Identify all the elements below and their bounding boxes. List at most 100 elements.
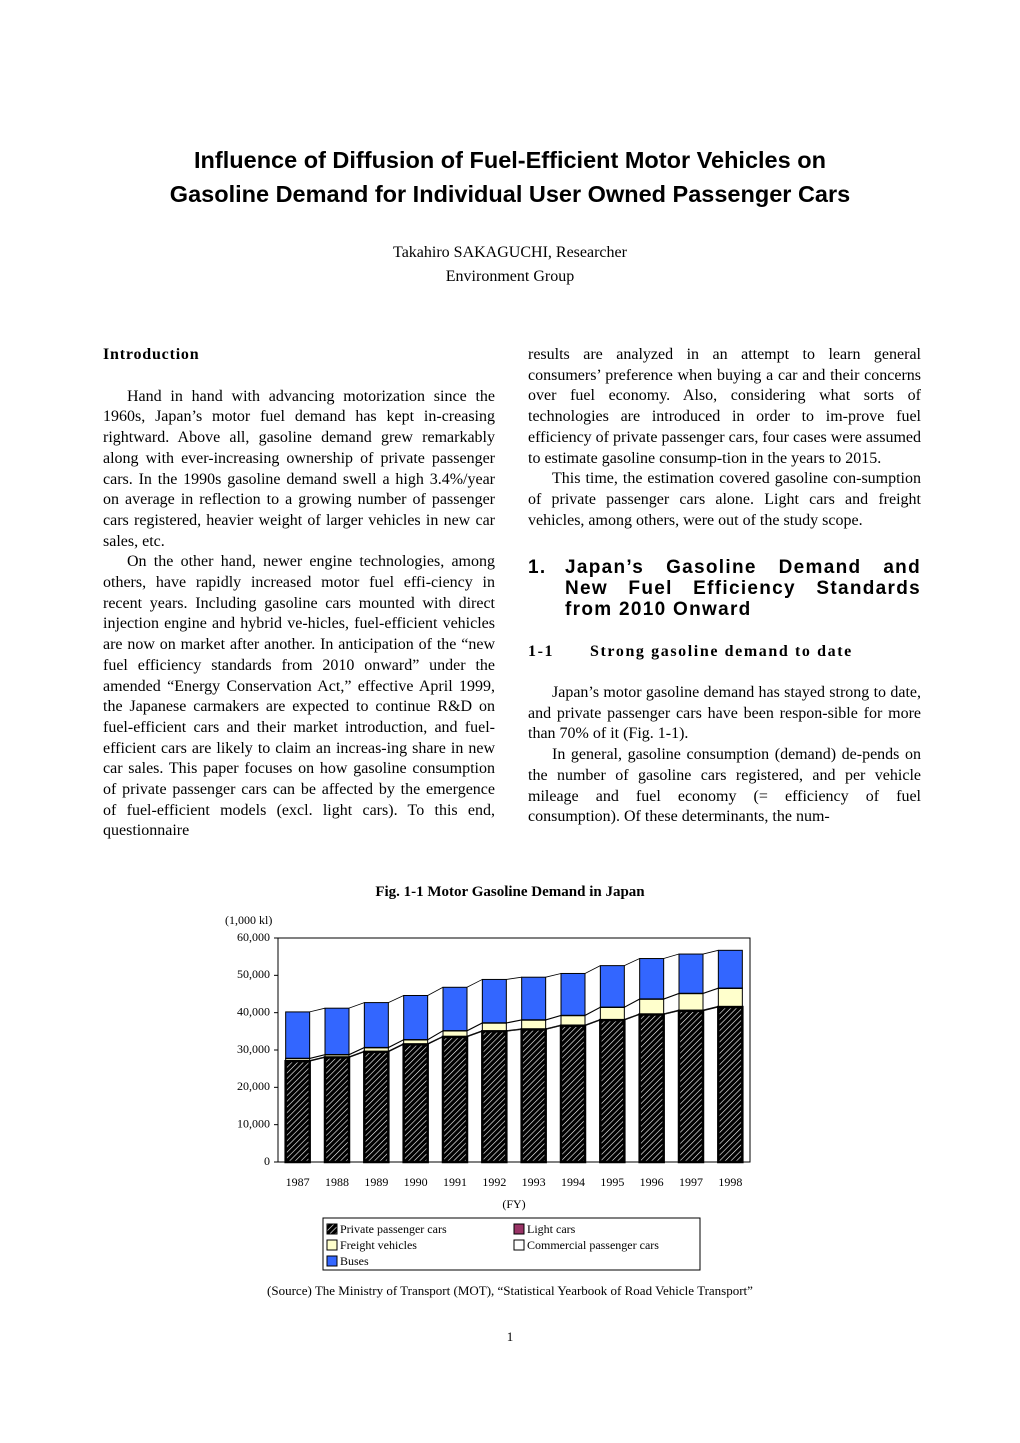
subsection-number: 1-1 (528, 643, 555, 661)
y-tick-label: 0 (264, 1154, 270, 1168)
y-tick-label: 40,000 (237, 1004, 270, 1018)
bar-segment (442, 1030, 468, 1037)
bar-segment (560, 1015, 586, 1026)
x-tick-label: 1987 (286, 1175, 310, 1189)
series-line (506, 976, 522, 980)
series-line (388, 1039, 404, 1048)
series-line (466, 1030, 483, 1038)
series-line (427, 986, 444, 996)
bar-segment (560, 972, 586, 1016)
bar-segment (678, 953, 704, 994)
figure-caption: Fig. 1-1 Motor Gasoline Demand in Japan (375, 884, 645, 900)
source: (Source) The Ministry of Transport (MOT)… (267, 1283, 753, 1298)
series-line (584, 965, 601, 974)
series-line (309, 1007, 326, 1013)
paragraph: This time, the estimation covered gasoli… (528, 470, 921, 529)
series-line (427, 1036, 444, 1045)
left-column: Introduction Hand in hand with advancing… (103, 345, 495, 842)
bar-segment (363, 1002, 389, 1048)
bar-segment (285, 1011, 311, 1059)
series-line (388, 1044, 404, 1053)
series-line (348, 1047, 365, 1055)
bar-segment (678, 993, 704, 1011)
section-title: Japan’s Gasoline Demand and New Fuel Eff… (565, 557, 921, 621)
bar-segment (324, 1007, 350, 1055)
series-line (545, 1024, 562, 1030)
y-tick-label: 20,000 (237, 1079, 270, 1093)
series-line (506, 1029, 522, 1032)
legend-swatch (326, 1223, 338, 1235)
legend-box (322, 1217, 701, 1271)
author: Takahiro SAKAGUCHI, Researcher (393, 244, 627, 261)
paragraph: In general, gasoline consumption (demand… (528, 746, 921, 826)
series-line (309, 1054, 326, 1059)
bar-segment (521, 1019, 547, 1030)
series-line (702, 1006, 719, 1012)
section-heading: Introduction (103, 346, 200, 363)
series-line (545, 973, 562, 978)
legend-label: Commercial passenger cars (527, 1238, 659, 1252)
series-line (663, 992, 680, 1000)
y-tick-label: 60,000 (237, 930, 270, 944)
title-line: Gasoline Demand for Individual User Owne… (169, 181, 851, 207)
series-line (624, 1013, 640, 1020)
bar-segment (403, 1039, 429, 1045)
series-line (388, 995, 404, 1003)
series-line (427, 1035, 444, 1045)
bar-segment (481, 978, 507, 1024)
series-line (466, 979, 483, 988)
section-heading: 1. Japan’s Gasoline Demand and New Fuel … (528, 557, 921, 620)
bar-segment (403, 994, 429, 1041)
series-line (427, 1030, 444, 1040)
series-line (584, 1019, 601, 1027)
bar-segment (363, 1050, 390, 1164)
bar-segment (481, 1022, 507, 1032)
series-line (388, 1043, 404, 1052)
series-line (624, 998, 640, 1008)
series-line (584, 1019, 601, 1026)
x-tick-label: 1992 (482, 1175, 506, 1189)
bar-segment (599, 1018, 626, 1164)
bar-segment (639, 998, 665, 1015)
bar-segment (441, 1035, 469, 1164)
bar-segment (520, 1028, 547, 1164)
bar-segment (402, 1043, 429, 1164)
bar-segment (559, 1024, 587, 1164)
series-line (348, 1051, 365, 1058)
paragraph: results are analyzed in an attempt to le… (528, 346, 921, 467)
bar-segment (599, 965, 625, 1008)
x-tick-label: 1997 (679, 1175, 703, 1189)
bar-segment (521, 976, 547, 1021)
chart: (1,000 kl) (FY) 0 10,000 20,000 30,000 40,00… (225, 913, 751, 1271)
bar-segment (599, 1006, 625, 1020)
legend-swatch (326, 1255, 338, 1267)
page-number: 1 (506, 1329, 514, 1344)
legend-swatch (326, 1239, 338, 1251)
series-line (506, 1019, 522, 1024)
bar-segment (639, 958, 665, 1000)
series-line (624, 958, 640, 966)
bar-segment (638, 1013, 665, 1164)
paragraph: On the other hand, newer engine technolo… (103, 553, 495, 840)
group: Environment Group (445, 268, 575, 285)
series-line (348, 1050, 365, 1058)
series-line (309, 1057, 326, 1062)
series-line (466, 1030, 483, 1037)
series-line (702, 1005, 719, 1011)
right-column: results are analyzed in an attempt to le… (528, 345, 921, 828)
series-line (584, 1006, 601, 1016)
subsection-heading: 1-1 Strong gasoline demand to date (528, 642, 921, 663)
x-tick-label: 1995 (600, 1175, 624, 1189)
series-line (466, 1022, 483, 1031)
legend-label: Freight vehicles (340, 1238, 417, 1252)
series-line (624, 1014, 640, 1021)
legend-label: Private passenger cars (340, 1222, 447, 1236)
series-line (545, 1025, 562, 1030)
x-tick-label: 1988 (325, 1175, 349, 1189)
series-line (663, 953, 680, 959)
series-line (663, 1009, 680, 1015)
series-line (545, 1014, 562, 1021)
y-unit: (1,000 kl) (225, 913, 272, 927)
title-line: Influence of Diffusion of Fuel-Efficient… (194, 147, 826, 173)
